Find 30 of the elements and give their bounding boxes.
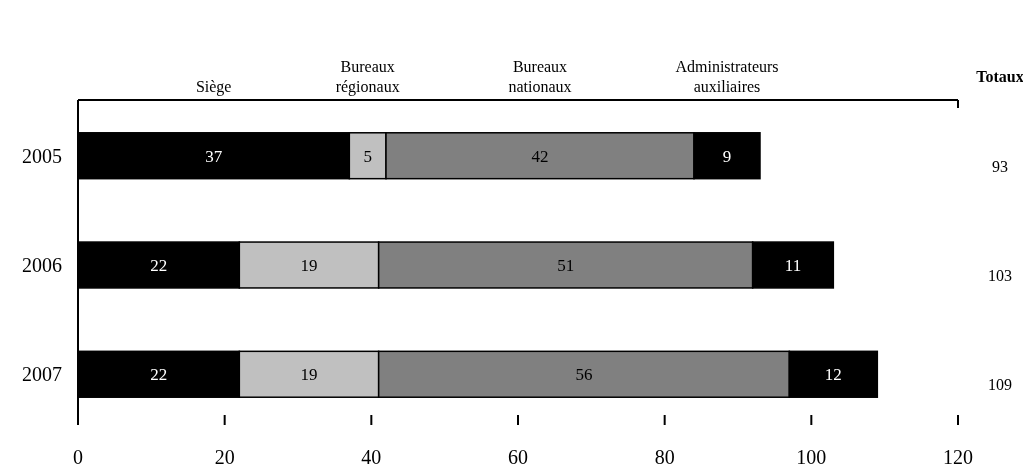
data-label: 9 bbox=[722, 146, 732, 166]
text: Bureaux régionaux bbox=[335, 58, 400, 96]
data-label: 12 bbox=[824, 365, 842, 385]
x-tick-label: 60 bbox=[508, 446, 528, 468]
y-tick-label: 2006 bbox=[22, 254, 62, 276]
data-label: 5 bbox=[363, 146, 372, 166]
data-label: 37 bbox=[205, 146, 223, 166]
text: 93 bbox=[992, 157, 1008, 175]
x-tick-label: 120 bbox=[943, 446, 973, 468]
data-label: 56 bbox=[575, 365, 593, 385]
x-tick-label: 80 bbox=[654, 446, 675, 468]
text: 109 bbox=[988, 376, 1012, 394]
y-tick-label: 2005 bbox=[22, 144, 62, 167]
x-tick-label: 0 bbox=[73, 446, 83, 468]
x-tick-label: 40 bbox=[361, 446, 382, 468]
data-label: 42 bbox=[531, 146, 549, 166]
data-label: 22 bbox=[150, 256, 168, 275]
x-tick-label: 100 bbox=[796, 446, 827, 468]
data-label: 11 bbox=[784, 256, 802, 275]
data-label: 19 bbox=[300, 365, 318, 385]
y-tick-label: 2007 bbox=[22, 363, 62, 386]
text: Administrateurs auxiliaires bbox=[675, 58, 779, 95]
x-tick-label: 20 bbox=[214, 446, 235, 468]
text: Bureaux nationaux bbox=[508, 58, 572, 95]
text: Totaux bbox=[976, 68, 1023, 85]
text: Siège bbox=[195, 78, 232, 96]
data-label: 19 bbox=[300, 256, 318, 275]
data-label: 51 bbox=[557, 256, 575, 275]
text: 103 bbox=[988, 267, 1012, 284]
data-label: 22 bbox=[150, 365, 168, 385]
